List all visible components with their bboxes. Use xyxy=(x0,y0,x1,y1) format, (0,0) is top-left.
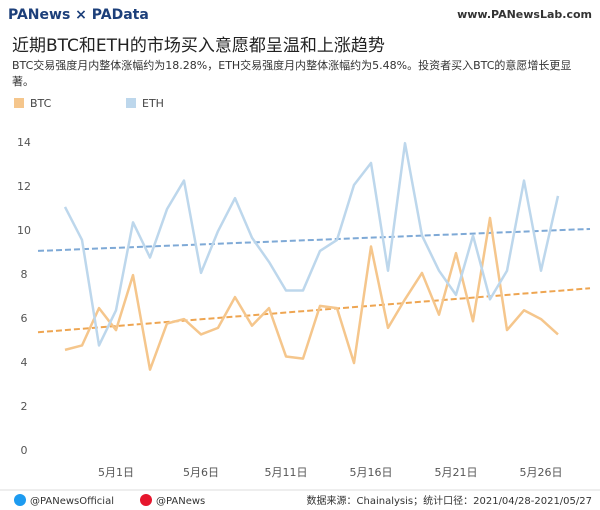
site: www.PANewsLab.com xyxy=(457,8,592,21)
x-tick-label: 5月26日 xyxy=(520,466,563,479)
weibo-icon xyxy=(140,494,152,506)
y-tick-label: 4 xyxy=(21,356,28,369)
twitter-icon xyxy=(14,494,26,506)
legend-swatch xyxy=(126,98,136,108)
y-tick-label: 14 xyxy=(17,136,31,149)
y-tick-label: 2 xyxy=(21,400,28,413)
footer-weibo: @PANews xyxy=(156,496,205,507)
legend-label: ETH xyxy=(142,97,164,110)
header-bar xyxy=(0,0,600,30)
chart-title: 近期BTC和ETH的市场买入意愿都呈温和上涨趋势 xyxy=(12,36,385,56)
series-line xyxy=(64,216,559,371)
y-tick-label: 6 xyxy=(21,312,28,325)
legend-label: BTC xyxy=(30,97,52,110)
legend-swatch xyxy=(14,98,24,108)
trend-line xyxy=(37,287,591,334)
y-tick-label: 8 xyxy=(21,268,28,281)
logo: PANews × PAData xyxy=(8,7,149,23)
series-line xyxy=(63,141,560,347)
y-tick-label: 10 xyxy=(17,224,31,237)
chart-subtitle: BTC交易强度月内整体涨幅约为18.28%，ETH交易强度月内整体涨幅约为5.4… xyxy=(12,59,572,88)
footer-twitter: @PANewsOfficial xyxy=(30,496,114,507)
x-tick-label: 5月6日 xyxy=(183,466,219,479)
y-tick-label: 12 xyxy=(17,180,31,193)
subtitle-box: BTC交易强度月内整体涨幅约为18.28%，ETH交易强度月内整体涨幅约为5.4… xyxy=(12,59,572,88)
footer-source: 数据来源：Chainalysis；统计口径：2021/04/28-2021/05… xyxy=(307,494,592,507)
x-tick-label: 5月16日 xyxy=(350,466,393,479)
trend-line xyxy=(37,227,591,252)
x-tick-label: 5月21日 xyxy=(435,466,478,479)
y-tick-label: 0 xyxy=(21,444,28,457)
x-tick-label: 5月11日 xyxy=(265,466,308,479)
x-tick-label: 5月1日 xyxy=(98,466,134,479)
